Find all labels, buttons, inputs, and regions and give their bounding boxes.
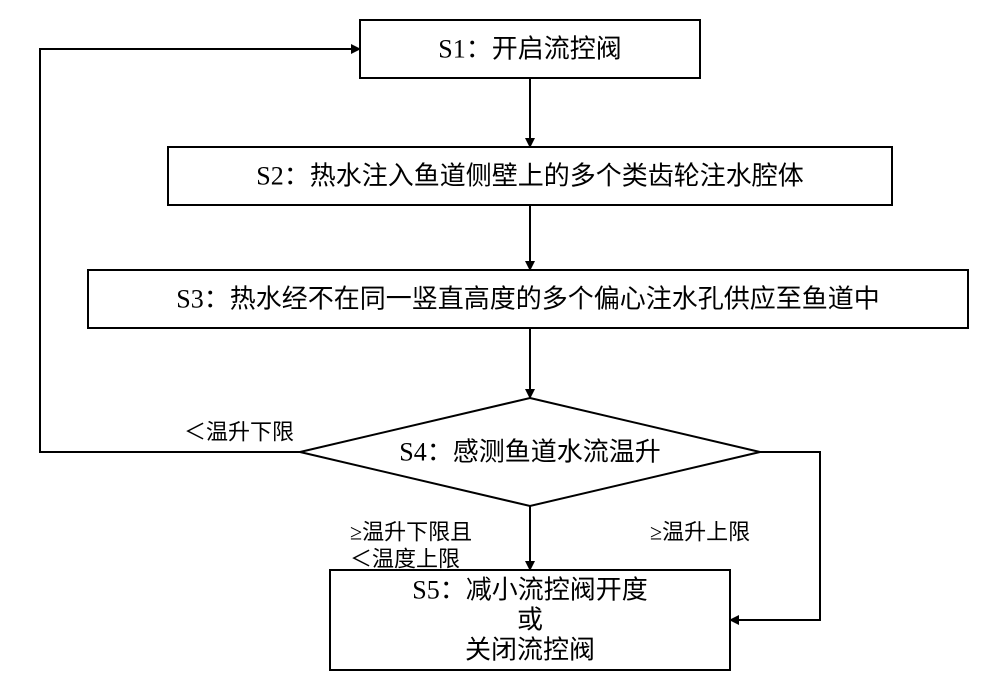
node-s5-text: 关闭流控阀 [465,635,595,664]
node-s2: S2：热水注入鱼道侧壁上的多个类齿轮注水腔体 [168,147,892,205]
edge-label-1: ≥温升下限且 [350,520,472,545]
node-s5-text: 或 [517,606,543,635]
node-s3: S3：热水经不在同一竖直高度的多个偏心注水孔供应至鱼道中 [88,270,968,328]
node-s5: S5：减小流控阀开度或关闭流控阀 [330,570,730,670]
node-s1: S1：开启流控阀 [360,20,700,78]
node-s5-text: S5：减小流控阀开度 [412,576,647,605]
edge-label-2: ＜温度上限 [350,547,460,572]
node-s3-text: S3：热水经不在同一竖直高度的多个偏心注水孔供应至鱼道中 [176,285,879,314]
node-s4: S4：感测鱼道水流温升 [300,398,760,506]
edge-label-0: ＜温升下限 [184,420,294,445]
node-s2-text: S2：热水注入鱼道侧壁上的多个类齿轮注水腔体 [256,162,803,191]
edge-5 [40,49,360,452]
flowchart-canvas: S1：开启流控阀 S2：热水注入鱼道侧壁上的多个类齿轮注水腔体 S3：热水经不在同一… [0,0,1000,696]
edge-label-3: ≥温升上限 [650,520,750,545]
node-s1-text: S1：开启流控阀 [438,35,621,64]
node-s4-text: S4：感测鱼道水流温升 [399,438,660,467]
